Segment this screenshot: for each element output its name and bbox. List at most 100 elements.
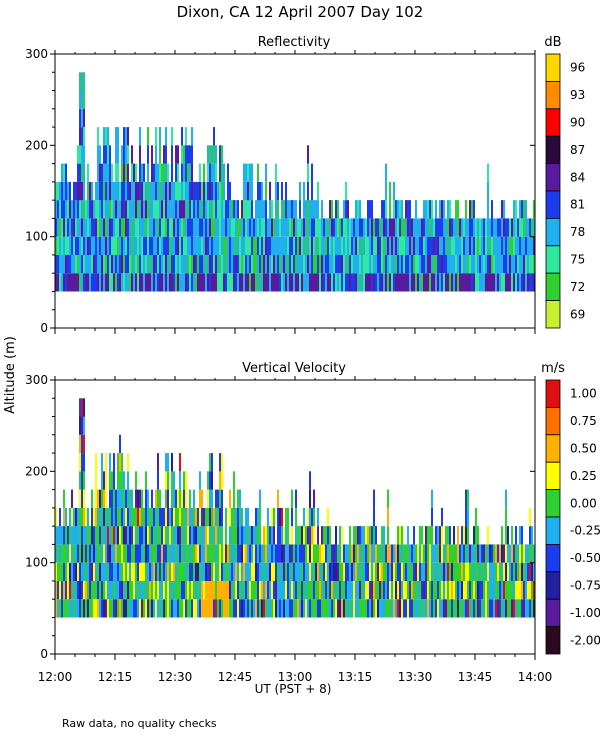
heatmap-cell	[143, 181, 145, 201]
heatmap-cell	[307, 526, 309, 545]
heatmap-cell	[117, 236, 119, 255]
heatmap-cell	[359, 580, 361, 600]
heatmap-cell	[213, 526, 215, 545]
heatmap-cell	[59, 599, 61, 618]
heatmap-cell	[309, 273, 311, 292]
heatmap-cell	[135, 580, 137, 600]
heatmap-cell	[143, 544, 145, 563]
heatmap-cell	[269, 200, 271, 219]
heatmap-cell	[123, 236, 125, 255]
heatmap-cell	[311, 526, 313, 545]
heatmap-cell	[151, 163, 153, 182]
heatmap-cell	[147, 544, 149, 563]
heatmap-cell	[147, 218, 149, 237]
heatmap-cell	[363, 599, 365, 618]
heatmap-cell	[223, 273, 225, 292]
colorbar-swatch	[545, 300, 561, 329]
heatmap-cell	[131, 200, 133, 219]
heatmap-cell	[101, 254, 103, 274]
heatmap-cell	[421, 236, 423, 255]
heatmap-cell	[181, 200, 183, 219]
heatmap-cell	[185, 471, 187, 490]
heatmap-cell	[471, 562, 473, 581]
heatmap-cell	[113, 200, 115, 219]
heatmap-cell	[323, 218, 325, 237]
heatmap-cell	[103, 218, 105, 237]
heatmap-cell	[435, 526, 437, 545]
heatmap-cell	[297, 526, 299, 545]
heatmap-cell	[343, 218, 345, 237]
heatmap-cell	[463, 254, 465, 274]
heatmap-cell	[273, 562, 275, 581]
heatmap-cell	[57, 218, 59, 237]
x-tick-label: 13:15	[338, 670, 373, 684]
heatmap-cell	[123, 218, 125, 237]
heatmap-cell	[457, 273, 459, 292]
heatmap-cell	[255, 526, 257, 545]
heatmap-cell	[335, 562, 337, 581]
heatmap-cell	[355, 544, 357, 563]
heatmap-cell	[267, 544, 269, 563]
heatmap-cell	[117, 489, 119, 508]
heatmap-cell	[207, 254, 209, 274]
heatmap-cell	[175, 200, 177, 219]
heatmap-cell	[193, 236, 195, 255]
heatmap-cell	[487, 526, 489, 545]
heatmap-cell	[145, 580, 147, 600]
heatmap-cell	[71, 562, 73, 581]
heatmap-cell	[215, 181, 217, 201]
heatmap-cell	[341, 580, 343, 600]
heatmap-cell	[381, 599, 383, 618]
heatmap-cell	[221, 471, 223, 490]
heatmap-cell	[315, 273, 317, 292]
heatmap-cell	[255, 507, 257, 527]
heatmap-cell	[423, 562, 425, 581]
heatmap-cell	[399, 599, 401, 618]
heatmap-cell	[189, 562, 191, 581]
heatmap-cell	[177, 200, 179, 219]
heatmap-cell	[513, 599, 515, 618]
heatmap-cell	[461, 273, 463, 292]
heatmap-cell	[83, 599, 85, 618]
heatmap-cell	[409, 562, 411, 581]
heatmap-cell	[207, 599, 209, 618]
heatmap-cell	[257, 254, 259, 274]
heatmap-cell	[157, 544, 159, 563]
heatmap-cell	[55, 507, 57, 527]
heatmap-cell	[519, 273, 521, 292]
heatmap-cell	[519, 254, 521, 274]
heatmap-cell	[85, 273, 87, 292]
heatmap-cell	[513, 218, 515, 237]
heatmap-cell	[353, 526, 355, 545]
heatmap-cell	[123, 273, 125, 292]
heatmap-cell	[105, 526, 107, 545]
heatmap-cell	[135, 489, 137, 508]
heatmap-cell	[71, 580, 73, 600]
heatmap-cell	[257, 562, 259, 581]
heatmap-cell	[285, 526, 287, 545]
heatmap-cell	[491, 273, 493, 292]
heatmap-cell	[191, 163, 193, 182]
heatmap-cell	[327, 599, 329, 618]
heatmap-cell	[345, 254, 347, 274]
heatmap-cell	[421, 580, 423, 600]
heatmap-cell	[373, 507, 375, 527]
heatmap-cell	[113, 599, 115, 618]
heatmap-cell	[383, 236, 385, 255]
heatmap-cell	[317, 181, 319, 201]
heatmap-cell	[131, 580, 133, 600]
heatmap-cell	[249, 254, 251, 274]
heatmap-cell	[441, 599, 443, 618]
heatmap-cell	[193, 580, 195, 600]
heatmap-cell	[161, 181, 163, 201]
heatmap-cell	[383, 526, 385, 545]
heatmap-cell	[515, 200, 517, 219]
heatmap-cell	[441, 507, 443, 527]
heatmap-cell	[225, 218, 227, 237]
heatmap-cell	[69, 181, 71, 201]
heatmap-cell	[365, 544, 367, 563]
heatmap-cell	[465, 236, 467, 255]
heatmap-cell	[173, 580, 175, 600]
colorbar-swatch	[545, 379, 561, 408]
heatmap-cell	[241, 236, 243, 255]
